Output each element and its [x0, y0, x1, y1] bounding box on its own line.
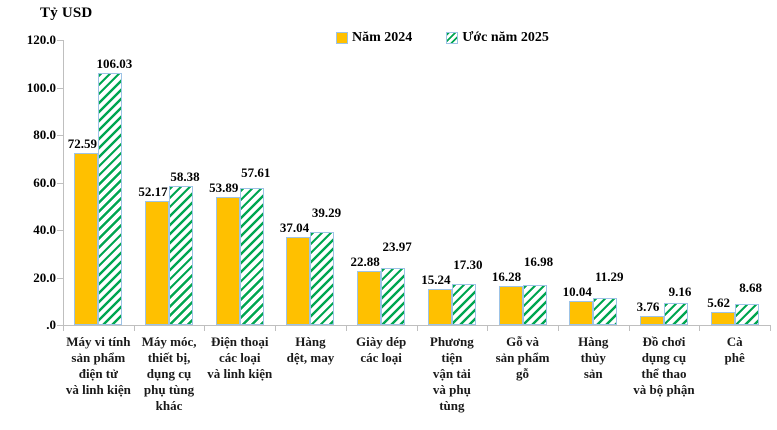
bar-2024	[710, 311, 735, 325]
y-tick-mark	[57, 230, 63, 231]
y-tick-label: 60.0	[33, 174, 56, 190]
category-label: Máy móc, thiết bị, dụng cụ phụ tùng khác	[141, 334, 197, 413]
category-label: Máy vi tính sản phẩm điện tử và linh kiệ…	[65, 334, 131, 397]
legend-item-2024: Năm 2024	[336, 30, 412, 46]
x-tick-mark	[345, 326, 347, 331]
chart-title: Tỷ USD	[40, 5, 93, 21]
x-axis-line	[63, 325, 771, 326]
y-tick-label: 100.0	[26, 79, 56, 95]
bar-2024	[569, 301, 594, 325]
category-label: Cà phê	[724, 334, 745, 365]
legend-item-2025: Ước năm 2025	[446, 30, 549, 46]
category-label: Giày dép các loại	[356, 334, 407, 365]
bar-2024	[74, 152, 99, 325]
x-tick-mark	[557, 326, 559, 331]
bar-2025	[593, 298, 618, 325]
value-label-2024: 22.88	[350, 253, 380, 269]
value-label-2024: 52.17	[138, 184, 168, 200]
category-label: Điện thoại các loại và linh kiện	[207, 334, 273, 381]
y-tick-label: 40.0	[33, 222, 56, 237]
value-label-2025: 16.98	[523, 254, 554, 270]
y-tick-mark	[57, 87, 63, 89]
x-tick-mark	[275, 326, 277, 331]
category-label: Hàng dệt, may	[286, 334, 335, 365]
value-label-2024: 72.59	[67, 135, 97, 151]
x-tick-mark	[133, 326, 135, 331]
value-label-2025: 8.68	[739, 279, 763, 295]
bar-2024	[286, 237, 311, 325]
y-tick-label: 80.0	[33, 127, 56, 142]
y-tick-label: 120.0	[26, 32, 56, 47]
value-label-2025: 17.30	[453, 256, 483, 272]
y-tick-mark	[57, 182, 63, 184]
value-label-2024: 53.89	[209, 180, 239, 195]
value-label-2024: 37.04	[279, 220, 310, 236]
bar-2024	[215, 197, 240, 325]
bar-2024	[498, 286, 523, 325]
chart-legend: Năm 2024 Ước năm 2025	[336, 30, 549, 46]
bar-2024	[357, 270, 382, 325]
x-tick-mark	[487, 326, 489, 331]
value-label-2024: 10.04	[562, 284, 592, 300]
value-label-2024: 16.28	[491, 269, 522, 285]
bar-2025	[522, 284, 547, 325]
category-label: Phương tiện vận tải và phụ tùng	[429, 334, 474, 413]
bar-2025	[451, 283, 476, 325]
bar-2025	[310, 231, 335, 325]
value-label-2024: 15.24	[421, 271, 451, 287]
category-label: Gỗ và sản phẩm gỗ	[495, 334, 550, 381]
bar-2024	[639, 316, 664, 325]
value-label-2024: 3.76	[636, 299, 660, 315]
x-tick-mark	[204, 326, 206, 331]
y-tick-mark	[57, 40, 63, 41]
bar-2025	[169, 186, 194, 325]
value-label-2025: 39.29	[311, 205, 342, 221]
legend-swatch-2024-icon	[336, 32, 348, 44]
legend-label-2025: Ước năm 2025	[462, 30, 549, 45]
bar-2024	[145, 201, 170, 325]
value-label-2024: 5.62	[707, 294, 731, 310]
y-tick-mark	[57, 277, 63, 279]
value-label-2025: 58.38	[170, 169, 200, 185]
bar-2025	[98, 73, 123, 325]
x-tick-mark	[63, 326, 64, 331]
y-tick-label: 20.0	[33, 269, 56, 285]
value-label-2025: 23.97	[382, 238, 412, 254]
bar-2024	[427, 288, 452, 325]
y-tick-mark	[57, 325, 63, 326]
y-axis-line	[63, 40, 64, 325]
x-tick-mark	[699, 326, 701, 331]
bar-2025	[663, 303, 688, 325]
value-label-2025: 9.16	[668, 284, 692, 300]
bar-2025	[734, 304, 759, 325]
value-label-2025: 11.29	[594, 269, 624, 285]
value-label-2025: 57.61	[241, 165, 271, 180]
legend-swatch-2025-icon	[446, 32, 459, 44]
x-tick-mark	[628, 326, 630, 331]
x-tick-mark	[770, 326, 771, 331]
y-tick-label: .0	[46, 317, 56, 332]
y-tick-mark	[57, 135, 63, 136]
bar-2025	[381, 268, 406, 325]
bar-2025	[239, 188, 264, 325]
x-tick-mark	[416, 326, 418, 331]
category-label: Đồ chơi dụng cụ thể thao và bộ phận	[633, 334, 695, 397]
value-label-2025: 106.03	[96, 56, 133, 72]
category-label: Hàng thủy sản	[578, 334, 609, 381]
legend-label-2024: Năm 2024	[352, 30, 413, 45]
